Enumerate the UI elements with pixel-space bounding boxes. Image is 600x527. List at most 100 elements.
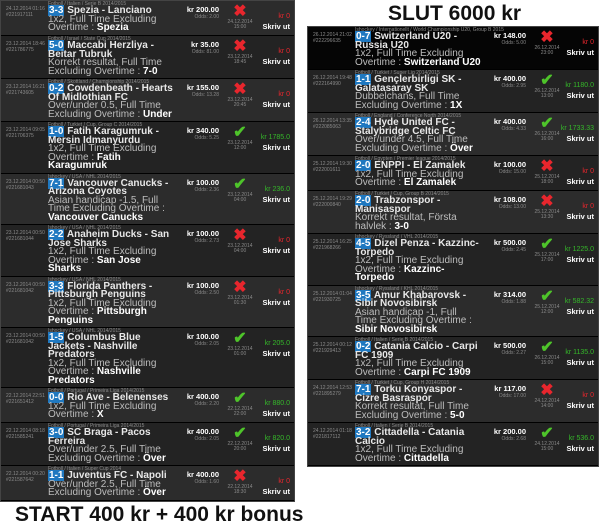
match-name: Fatih Karagumruk - Mersin Idmanyurdu bbox=[48, 126, 159, 146]
settled-date: 24.12.2014 15:00 bbox=[227, 19, 253, 30]
bet-row: 23.12.2014 09:05 #221706375 Fotboll / Turk… bbox=[1, 122, 294, 174]
stake-amount: kr 400.00 Odds: 4.33 bbox=[484, 117, 526, 132]
cross-icon: ✖ bbox=[233, 468, 247, 485]
match-title: 3-3 Florida Panthers - Pittsburgh Pengui… bbox=[48, 280, 174, 300]
odds-value: Odds: 2.05 bbox=[194, 341, 219, 347]
bet-category: Fotboll / Israel / State Cup 2014/2015 bbox=[48, 36, 131, 42]
bet-market: 1x2, Full Time Excluding Overtime : X bbox=[48, 400, 157, 420]
print-button[interactable]: Skriv ut bbox=[262, 194, 290, 204]
bet-category: Fotboll / Turkiet / Cup, Group B 2014/20… bbox=[355, 191, 449, 197]
print-button[interactable]: Skriv ut bbox=[262, 297, 290, 307]
print-button[interactable]: Skriv ut bbox=[566, 255, 594, 264]
bet-row: 24.12.2014 01:18 #221817112 Fotboll / Ital… bbox=[308, 423, 598, 466]
print-button[interactable]: Skriv ut bbox=[566, 401, 594, 410]
score-badge: 1-1 bbox=[48, 470, 65, 481]
print-button[interactable]: Skriv ut bbox=[566, 177, 594, 186]
payout-amount: kr 0 bbox=[278, 91, 290, 98]
odds-value: Odds: 1.60 bbox=[194, 479, 219, 485]
match-title: 0-7 Switzerland U20 - Russia U20 bbox=[355, 31, 481, 50]
status-indicator: ✖ 23.12.2014 01:30 bbox=[225, 279, 255, 306]
match-title: 1-0 Fatih Karagumruk - Mersin Idmanyurdu bbox=[48, 126, 174, 146]
placed-date: 23.12.2014 00:50 bbox=[6, 281, 45, 288]
stake-amount: kr 400.00 Odds: 1.60 bbox=[177, 470, 219, 485]
stake-amount: kr 314.00 Odds: 1.88 bbox=[484, 290, 526, 305]
bet-details: Fotboll / Turkiet / Cup, Group B 2014/20… bbox=[355, 192, 481, 231]
status-indicator: ✔ 23.12.2014 01:00 bbox=[225, 330, 255, 357]
print-button[interactable]: Skriv ut bbox=[566, 444, 594, 453]
print-button[interactable]: Skriv ut bbox=[262, 143, 290, 152]
odds-value: Odds: 2.95 bbox=[501, 83, 526, 89]
print-button[interactable]: Skriv ut bbox=[262, 100, 290, 109]
placed-date: 22.12.2014 08:18 bbox=[6, 428, 45, 434]
market-label: 1x2, Full Time Excluding Overtime bbox=[355, 255, 464, 275]
odds-value: Odds: 2.36 bbox=[194, 186, 219, 193]
bet-pick: Kazzinc-Torpedo bbox=[355, 263, 445, 283]
print-button[interactable]: Skriv ut bbox=[566, 134, 594, 143]
print-button[interactable]: Skriv ut bbox=[566, 306, 594, 316]
stake-amount: kr 108.00 Odds: 13.00 bbox=[484, 195, 526, 210]
payout-amount: kr 0 bbox=[582, 39, 594, 46]
market-label: 1x2, Full Time Excluding Overtime bbox=[355, 358, 464, 378]
payout-amount: kr 236.0 bbox=[264, 185, 290, 193]
start-balance-caption: START 400 kr + 400 kr bonus bbox=[15, 503, 304, 526]
print-button[interactable]: Skriv ut bbox=[262, 444, 290, 453]
odds-value: Odds: 5.00 bbox=[501, 40, 526, 46]
match-name: Gençlerbirligi SK - Galatasaray SK bbox=[355, 74, 462, 94]
bet-row: 26.12.2014 13:35 #222085063 Fotboll / Engl… bbox=[308, 113, 598, 156]
print-button[interactable]: Skriv ut bbox=[566, 48, 594, 57]
stake-value: kr 400.00 bbox=[186, 470, 219, 479]
stake-value: kr 117.00 bbox=[494, 384, 526, 393]
bet-category: Fotboll / Turkiet / Cup, Group C 2014/20… bbox=[48, 122, 143, 128]
bet-market: 1x2, Full Time Excluding Overtime : Nash… bbox=[48, 357, 157, 386]
stake-value: kr 100.00 bbox=[186, 229, 219, 238]
payout-amount: kr 0 bbox=[278, 48, 290, 55]
placed-date: 26.12.2014 21:02 bbox=[313, 32, 352, 38]
print-button[interactable]: Skriv ut bbox=[566, 91, 594, 100]
stake-value: kr 35.00 bbox=[191, 40, 219, 49]
print-button[interactable]: Skriv ut bbox=[262, 349, 290, 358]
settled-date: 23.12.2014 18:45 bbox=[227, 54, 253, 65]
status-indicator: ✔ 25.12.2014 17:00 bbox=[532, 236, 562, 263]
bet-meta: 23.12.2014 00:50 #221681042 bbox=[6, 282, 46, 294]
market-label: Korrekt resultat, Full Time Excluding Ov… bbox=[48, 57, 162, 77]
bet-details: Ishockey / USA / NHL 2014/2015 2-2 Anahei… bbox=[48, 226, 174, 274]
print-button[interactable]: Skriv ut bbox=[262, 246, 290, 255]
bet-details: Fotboll / Italien / Serie B 2014/2015 3-2… bbox=[355, 424, 481, 463]
settled-date: 23.12.2014 12:00 bbox=[227, 140, 253, 151]
odds-value: Odds: 2.50 bbox=[194, 289, 219, 296]
stake-amount: kr 340.00 Odds: 5.25 bbox=[177, 126, 219, 141]
print-button[interactable]: Skriv ut bbox=[262, 22, 290, 31]
print-button[interactable]: Skriv ut bbox=[566, 212, 594, 221]
print-button[interactable]: Skriv ut bbox=[262, 487, 290, 496]
status-indicator: ✔ 26.12.2014 15:00 bbox=[532, 339, 562, 366]
market-label: Asian handicap -1, Full Time Excluding O… bbox=[355, 306, 467, 326]
odds-value: Odds: 2.45 bbox=[501, 247, 526, 253]
match-title: 0-2 Catania Calcio - Carpi FC 1909 bbox=[355, 341, 481, 360]
bet-meta: 23.12.2014 00:50 #221681044 bbox=[6, 230, 46, 242]
market-label: Asian handicap -1.5, Full Time Excluding… bbox=[48, 194, 160, 214]
print-button[interactable]: Skriv ut bbox=[566, 358, 594, 367]
bet-details: Ishockey / Internationellt / World Champ… bbox=[355, 28, 504, 67]
bet-id: #221895279 bbox=[313, 391, 341, 397]
bet-id: #221681042 bbox=[6, 287, 34, 294]
bet-category: Ishockey / USA / NHL 2014/2015 bbox=[48, 173, 121, 180]
bet-id: #221681043 bbox=[6, 184, 34, 191]
placed-date: 23.12.2014 00:50 bbox=[6, 230, 45, 236]
bet-market: Over/under 4.5, Full Time Excluding Over… bbox=[355, 134, 473, 154]
placed-date: 26.12.2014 13:35 bbox=[313, 118, 352, 124]
print-button[interactable]: Skriv ut bbox=[262, 409, 290, 418]
placed-date: 22.12.2014 22:51 bbox=[6, 393, 45, 399]
match-title: 5-0 Maccabi Herzliya - Beitar Tubruk bbox=[48, 40, 174, 59]
match-title: 4-5 Dizel Penza - Kazzinc-Torpedo bbox=[355, 238, 481, 257]
payout-amount: kr 0 bbox=[582, 168, 594, 175]
market-label: 1x2, Full Time Excluding Overtime bbox=[355, 168, 464, 188]
placed-date: 25.12.2014 01:04 bbox=[313, 290, 352, 297]
odds-value: Odds: 13.00 bbox=[498, 204, 526, 210]
bet-market: 1x2, Full Time Excluding Overtime : San … bbox=[48, 246, 157, 274]
market-label: 1x2, Full Time Excluding Overtime bbox=[48, 143, 157, 163]
bet-details: Ishockey / Ryssland / KHL 2014/2015 3-5 A… bbox=[355, 286, 481, 334]
payout-amount: kr 1180.0 bbox=[565, 82, 594, 89]
bet-category: Fotboll / Italien / Serie B 2014/2015 bbox=[48, 1, 127, 7]
stake-amount: kr 155.00 Odds: 13.28 bbox=[177, 83, 219, 98]
print-button[interactable]: Skriv ut bbox=[262, 57, 290, 66]
